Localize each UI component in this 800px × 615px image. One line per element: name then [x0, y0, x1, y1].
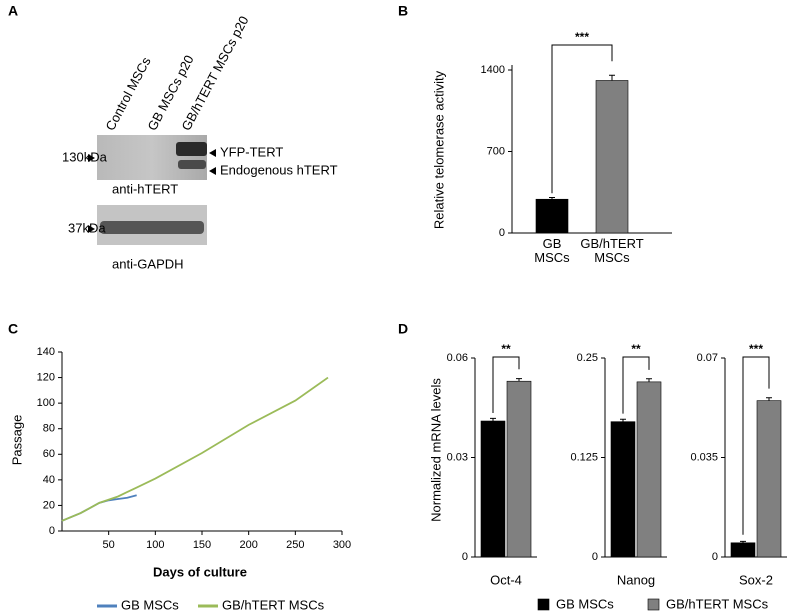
legend-label: GB MSCs — [121, 597, 179, 612]
marker-arrow — [88, 154, 95, 162]
x-tick-label: 250 — [286, 539, 304, 551]
significance-label: ** — [501, 342, 511, 356]
y-tick-label: 0.06 — [447, 352, 468, 364]
error-bar — [490, 417, 496, 422]
blot-band — [178, 160, 206, 169]
y-tick-label: 140 — [37, 346, 55, 358]
error-bar — [646, 378, 652, 382]
blot-band — [176, 142, 207, 156]
legend-swatch — [647, 598, 660, 611]
x-tick-label: 200 — [239, 539, 257, 551]
error-bar — [620, 418, 626, 422]
y-tick-label: 0 — [499, 227, 505, 239]
y-tick-label: 100 — [37, 397, 55, 409]
legend-swatch — [537, 598, 550, 611]
significance-bracket — [622, 356, 650, 414]
error-bar — [766, 397, 772, 401]
error-bar — [609, 74, 615, 81]
band-arrow — [209, 149, 216, 157]
antibody-label: anti-hTERT — [112, 181, 178, 196]
marker-arrow — [88, 225, 95, 233]
legend-label: GB/hTERT MSCs — [666, 596, 769, 611]
y-tick-label: 0 — [592, 551, 598, 563]
error-bar — [549, 196, 555, 200]
band-label: Endogenous hTERT — [220, 162, 338, 177]
y-tick-label: 1400 — [481, 64, 505, 76]
legend-label: GB/hTERT MSCs — [222, 597, 325, 612]
y-tick-label: 0 — [49, 525, 55, 537]
significance-bracket — [742, 356, 770, 535]
y-tick-label: 0.125 — [570, 451, 598, 463]
bar — [506, 380, 532, 558]
bar — [610, 421, 636, 558]
size-marker: 130kDa — [62, 149, 108, 164]
x-tick-label: GB/hTERT MSCs — [580, 236, 643, 265]
line — [61, 376, 329, 522]
axis-line — [61, 352, 342, 532]
bar — [756, 400, 782, 558]
significance-label: *** — [749, 342, 763, 356]
blot-image — [97, 135, 207, 180]
x-tick-label: Oct-4 — [490, 572, 522, 587]
panel-label: B — [398, 3, 408, 19]
x-axis-label: Days of culture — [153, 564, 247, 579]
error-bar — [516, 378, 522, 382]
x-tick-label: GB MSCs — [534, 236, 570, 265]
x-tick-label: 300 — [333, 539, 351, 551]
significance-label: *** — [575, 30, 589, 44]
y-tick-label: 0.07 — [697, 352, 718, 364]
legend-label: GB MSCs — [556, 596, 614, 611]
y-tick-label: 0 — [462, 551, 468, 563]
y-axis-label: Passage — [9, 415, 24, 466]
western-blot: Control MSCs GB MSCs p20 GB/hTERT MSCs p… — [62, 13, 338, 271]
bar — [636, 381, 662, 558]
x-tick-label: Nanog — [617, 572, 655, 587]
y-tick-label: 20 — [43, 499, 55, 511]
antibody-label: anti-GAPDH — [112, 256, 184, 271]
y-tick-label: 700 — [487, 145, 505, 157]
y-axis-label: Relative telomerase activity — [431, 70, 446, 229]
x-tick-label: 100 — [146, 539, 164, 551]
x-tick-label: Sox-2 — [739, 572, 773, 587]
y-tick-label: 0 — [712, 551, 718, 563]
bar — [595, 80, 629, 234]
y-tick-label: 0.035 — [690, 451, 718, 463]
significance-bracket — [551, 44, 613, 194]
bar — [730, 542, 756, 558]
blot-band — [100, 221, 204, 234]
significance-bracket — [492, 356, 520, 414]
panel-label: A — [8, 3, 18, 19]
y-axis-label: Normalized mRNA levels — [428, 378, 443, 522]
panel-label: C — [8, 321, 18, 337]
y-tick-label: 40 — [43, 474, 55, 486]
panel-label: D — [398, 321, 408, 337]
significance-label: ** — [631, 342, 641, 356]
y-tick-label: 80 — [43, 423, 55, 435]
y-tick-label: 0.03 — [447, 451, 468, 463]
bar — [480, 420, 506, 558]
y-tick-label: 120 — [37, 371, 55, 383]
size-marker: 37kDa — [68, 220, 106, 235]
bar — [535, 198, 569, 234]
band-arrow — [209, 167, 216, 175]
band-label: YFP-TERT — [220, 144, 283, 159]
x-tick-label: 50 — [103, 539, 115, 551]
y-tick-label: 0.25 — [577, 352, 598, 364]
x-tick-label: 150 — [193, 539, 211, 551]
y-tick-label: 60 — [43, 448, 55, 460]
error-bar — [740, 540, 746, 543]
